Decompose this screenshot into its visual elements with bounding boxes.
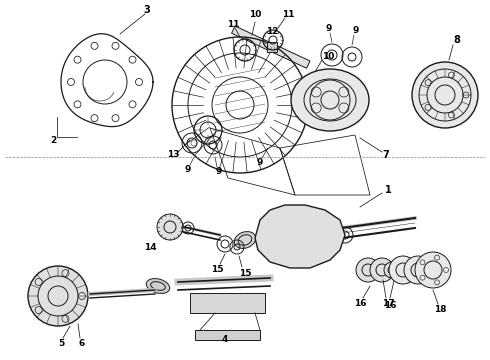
Circle shape bbox=[404, 256, 432, 284]
Text: 9: 9 bbox=[353, 26, 359, 35]
Bar bbox=[267, 42, 277, 52]
Ellipse shape bbox=[147, 279, 170, 293]
Text: 10: 10 bbox=[249, 9, 261, 18]
Circle shape bbox=[356, 258, 380, 282]
Text: 15: 15 bbox=[239, 269, 251, 278]
Text: 10: 10 bbox=[322, 51, 334, 60]
Text: 7: 7 bbox=[383, 150, 390, 160]
Text: 9: 9 bbox=[216, 166, 222, 176]
Ellipse shape bbox=[291, 69, 369, 131]
Text: 15: 15 bbox=[211, 266, 223, 274]
Circle shape bbox=[157, 214, 183, 240]
Text: 4: 4 bbox=[222, 336, 228, 345]
Text: 13: 13 bbox=[167, 149, 179, 158]
Bar bbox=[232, 26, 310, 68]
Text: 9: 9 bbox=[257, 158, 263, 166]
Text: 1: 1 bbox=[385, 185, 392, 195]
Text: 6: 6 bbox=[79, 339, 85, 348]
Text: 12: 12 bbox=[266, 27, 278, 36]
Text: 3: 3 bbox=[144, 5, 150, 15]
Circle shape bbox=[384, 262, 400, 278]
Bar bbox=[195, 330, 260, 340]
Text: 14: 14 bbox=[144, 243, 156, 252]
Circle shape bbox=[28, 266, 88, 326]
Text: 16: 16 bbox=[354, 300, 366, 309]
Text: 11: 11 bbox=[282, 9, 294, 18]
Text: 2: 2 bbox=[50, 135, 56, 144]
Circle shape bbox=[415, 252, 451, 288]
Circle shape bbox=[370, 258, 394, 282]
Circle shape bbox=[412, 62, 478, 128]
Text: 18: 18 bbox=[434, 306, 446, 315]
Text: 8: 8 bbox=[454, 35, 461, 45]
Text: 9: 9 bbox=[326, 23, 332, 32]
Polygon shape bbox=[255, 205, 345, 268]
Text: 17: 17 bbox=[382, 300, 394, 309]
Text: 5: 5 bbox=[58, 339, 64, 348]
Ellipse shape bbox=[234, 231, 256, 248]
Text: 16: 16 bbox=[384, 301, 396, 310]
Circle shape bbox=[389, 256, 417, 284]
Text: 9: 9 bbox=[185, 165, 191, 174]
Bar bbox=[190, 293, 265, 313]
Text: 11: 11 bbox=[227, 19, 239, 28]
